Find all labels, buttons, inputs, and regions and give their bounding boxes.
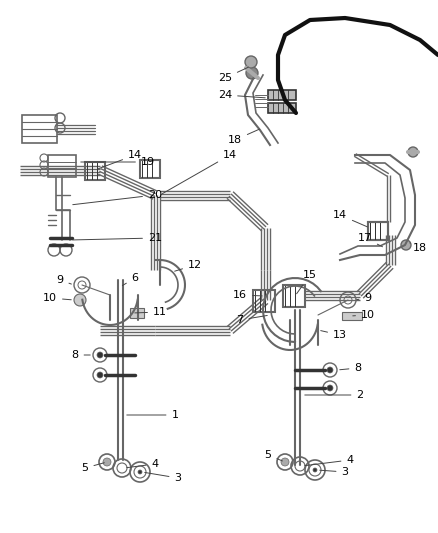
Text: 15: 15 <box>297 270 317 294</box>
Text: 9: 9 <box>57 275 71 285</box>
Bar <box>283 285 305 307</box>
Circle shape <box>138 470 142 474</box>
Text: 16: 16 <box>233 290 262 300</box>
Text: 1: 1 <box>127 410 179 420</box>
Text: 18: 18 <box>410 243 427 253</box>
Text: 4: 4 <box>305 455 353 466</box>
Text: 17: 17 <box>358 233 382 247</box>
Text: 5: 5 <box>265 450 283 461</box>
Bar <box>368 222 388 240</box>
Text: 13: 13 <box>321 330 347 340</box>
Circle shape <box>408 147 418 157</box>
Bar <box>85 162 105 180</box>
Text: 3: 3 <box>320 467 349 477</box>
Text: 2: 2 <box>305 390 364 400</box>
Circle shape <box>313 468 317 472</box>
Circle shape <box>281 458 289 466</box>
Text: 18: 18 <box>228 129 259 145</box>
Text: 11: 11 <box>135 307 167 317</box>
Circle shape <box>245 56 257 68</box>
Bar <box>140 160 160 178</box>
Text: 14: 14 <box>98 150 142 169</box>
Text: 7: 7 <box>237 315 267 325</box>
Bar <box>342 312 362 320</box>
Text: 8: 8 <box>71 350 90 360</box>
Text: 3: 3 <box>145 472 181 483</box>
Text: 24: 24 <box>218 90 265 100</box>
Circle shape <box>97 352 103 358</box>
Text: 4: 4 <box>127 459 159 469</box>
Text: 10: 10 <box>43 293 71 303</box>
Text: 12: 12 <box>175 260 202 271</box>
Text: 14: 14 <box>162 150 237 193</box>
Bar <box>130 308 144 318</box>
Bar <box>48 155 76 177</box>
Text: 20: 20 <box>73 190 162 205</box>
Text: 6: 6 <box>122 273 138 286</box>
Bar <box>253 290 275 312</box>
Text: 8: 8 <box>340 363 361 373</box>
Circle shape <box>327 367 333 373</box>
Bar <box>268 90 296 100</box>
Text: 25: 25 <box>218 67 248 83</box>
Bar <box>22 115 57 143</box>
Circle shape <box>74 294 86 306</box>
Circle shape <box>327 385 333 391</box>
Bar <box>368 222 388 240</box>
Text: 21: 21 <box>73 233 162 243</box>
Text: 9: 9 <box>357 293 371 303</box>
Circle shape <box>401 240 411 250</box>
Text: 5: 5 <box>81 463 104 473</box>
Circle shape <box>97 372 103 378</box>
Bar <box>268 103 296 113</box>
Circle shape <box>246 67 258 79</box>
Text: 10: 10 <box>353 310 375 320</box>
Text: 14: 14 <box>333 210 367 227</box>
Circle shape <box>103 458 111 466</box>
Text: 19: 19 <box>81 157 155 167</box>
